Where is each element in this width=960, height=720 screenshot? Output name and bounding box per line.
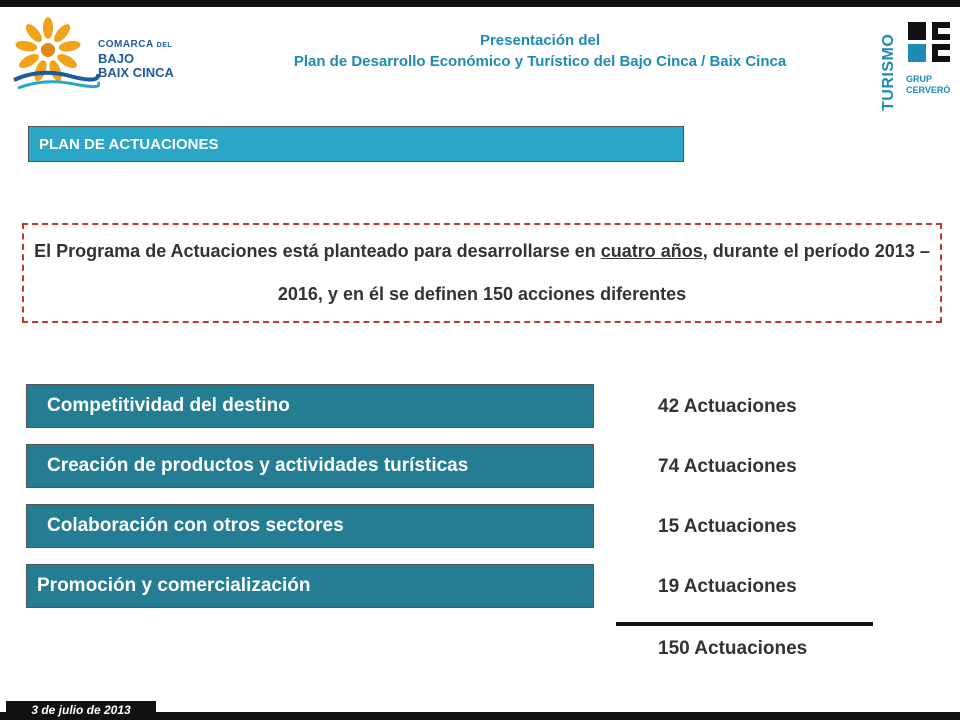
footer-date: 3 de julio de 2013: [6, 701, 156, 720]
gc-monogram-icon: [908, 22, 950, 62]
grup-cervero-logo: TURISMO GRUP CERVERÓ: [876, 14, 956, 111]
action-row: Colaboración con otros sectores 15 Actua…: [0, 504, 960, 550]
section-title-bar: PLAN DE ACTUACIONES: [28, 126, 684, 162]
action-row: Promoción y comercialización 19 Actuacio…: [0, 564, 960, 610]
grup-cervero-text: GRUP CERVERÓ: [906, 74, 951, 95]
total-count: 150 Actuaciones: [658, 638, 808, 659]
comarca-logo-text: COMARCA DEL BAJO BAIX CINCA: [98, 39, 174, 80]
action-label: Creación de productos y actividades turí…: [26, 444, 594, 488]
action-row: Competitividad del destino 42 Actuacione…: [0, 384, 960, 430]
presentation-title: Presentación del Plan de Desarrollo Econ…: [220, 30, 860, 72]
total-divider: [616, 622, 873, 626]
bottom-border: [0, 712, 960, 720]
action-label: Promoción y comercialización: [26, 564, 594, 608]
action-label: Competitividad del destino: [26, 384, 594, 428]
intro-box: El Programa de Actuaciones está plantead…: [22, 223, 942, 323]
action-count: 19 Actuaciones: [658, 576, 797, 597]
intro-underlined: cuatro años: [600, 241, 703, 261]
action-label: Colaboración con otros sectores: [26, 504, 594, 548]
intro-text: El Programa de Actuaciones está plantead…: [34, 241, 930, 304]
sun-emblem-icon: [13, 17, 101, 90]
action-count: 42 Actuaciones: [658, 396, 797, 417]
top-border: [0, 0, 960, 7]
title-line-2: Plan de Desarrollo Económico y Turístico…: [293, 53, 787, 70]
action-count: 15 Actuaciones: [658, 516, 797, 537]
comarca-logo: COMARCA DEL BAJO BAIX CINCA: [10, 14, 210, 94]
title-line-1: Presentación del: [479, 32, 601, 49]
action-count: 74 Actuaciones: [658, 456, 797, 477]
turismo-vertical-label: TURISMO: [880, 33, 897, 111]
action-row: Creación de productos y actividades turí…: [0, 444, 960, 490]
